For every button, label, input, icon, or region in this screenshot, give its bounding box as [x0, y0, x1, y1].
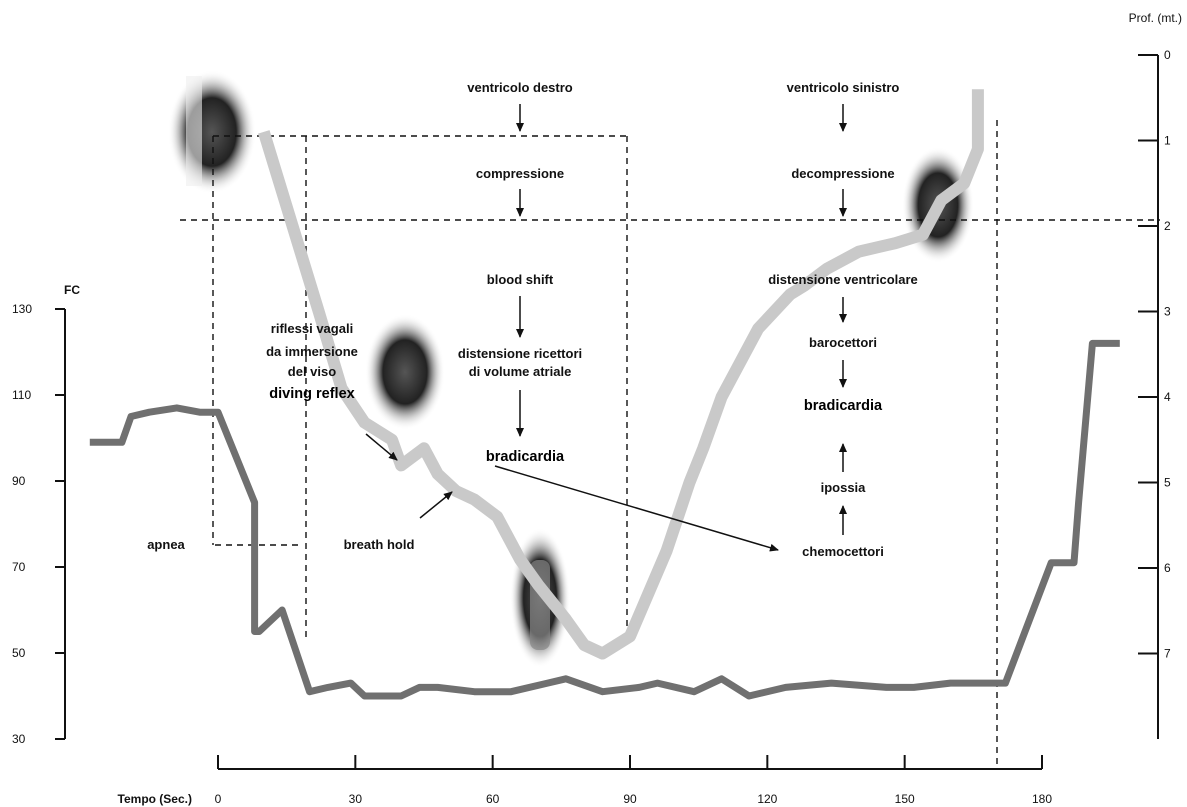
y-right-tick-label: 7	[1164, 647, 1171, 661]
dashed-lines	[180, 120, 1160, 765]
y-right-tick-label: 2	[1164, 219, 1171, 233]
y-right-tick-label: 0	[1164, 48, 1171, 62]
y-axis-left-label: FC	[64, 283, 80, 297]
label-ipossia: ipossia	[821, 480, 867, 495]
x-axis-label: Tempo (Sec.)	[118, 792, 192, 806]
series-layer	[89, 89, 1120, 700]
y-left-tick-label: 30	[12, 732, 26, 746]
label-ventricolo-destro: ventricolo destro	[467, 80, 573, 95]
label-compressione: compressione	[476, 166, 564, 181]
label-del-viso: del viso	[288, 364, 336, 379]
y-left-tick-label: 110	[12, 388, 31, 402]
label-di-volume-atriale: di volume atriale	[469, 364, 572, 379]
annotations: ventricolo destro compressione blood shi…	[147, 80, 918, 559]
diver-photo-surface	[168, 70, 256, 194]
label-blood-shift: blood shift	[487, 272, 554, 287]
y-right-tick-label: 3	[1164, 305, 1171, 319]
label-diving-reflex: diving reflex	[269, 386, 354, 402]
label-barocettori: barocettori	[809, 335, 877, 350]
y-left-tick-label: 130	[12, 302, 32, 316]
label-da-immersione: da immersione	[266, 344, 358, 359]
y-right-tick-label: 4	[1164, 390, 1171, 404]
y-right-tick-label: 5	[1164, 476, 1171, 490]
y-left-tick-label: 50	[12, 646, 26, 660]
y-left-tick-label: 70	[12, 560, 26, 574]
x-tick-label: 0	[215, 792, 222, 806]
diver-photo-descent	[365, 314, 445, 430]
x-tick-label: 60	[486, 792, 500, 806]
x-tick-label: 30	[349, 792, 363, 806]
label-decompressione: decompressione	[791, 166, 894, 181]
heart-rate-series-line	[89, 339, 1120, 700]
y-left-tick-label: 90	[12, 474, 26, 488]
label-bradicardia-right: bradicardia	[804, 398, 883, 414]
annotation-arrows	[365, 104, 847, 552]
label-ventricolo-sinistro: ventricolo sinistro	[787, 80, 900, 95]
x-tick-label: 180	[1032, 792, 1052, 806]
x-tick-label: 150	[895, 792, 915, 806]
label-breath-hold: breath hold	[344, 537, 415, 552]
y-axis-right-label: Prof. (mt.)	[1129, 11, 1182, 25]
label-distensione-ventricolare: distensione ventricolare	[768, 272, 918, 287]
x-tick-label: 120	[757, 792, 777, 806]
label-riflessi-vagali: riflessi vagali	[271, 321, 353, 336]
label-apnea: apnea	[147, 537, 185, 552]
y-right-tick-label: 1	[1164, 134, 1171, 148]
x-tick-label: 90	[623, 792, 637, 806]
depth-series-line	[258, 89, 984, 660]
label-distensione-ricettori: distensione ricettori	[458, 346, 582, 361]
label-bradicardia-left: bradicardia	[486, 449, 565, 465]
y-right-tick-label: 6	[1164, 561, 1171, 575]
axes: 130 110 90 70 50 30 FC 0 1 2 3 4 5 6 7 Prof. (mt.) 0 30 60…	[12, 11, 1182, 806]
label-chemocettori: chemocettori	[802, 544, 884, 559]
